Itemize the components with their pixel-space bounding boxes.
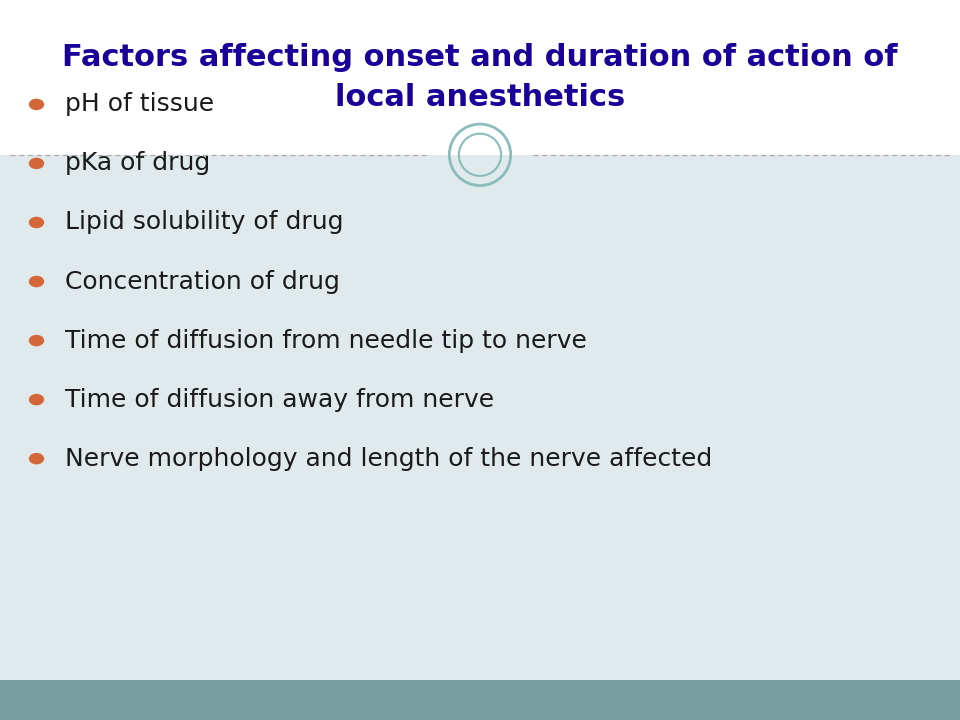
Bar bbox=[0, 155, 960, 680]
Bar bbox=[0, 0, 960, 155]
Text: Time of diffusion from needle tip to nerve: Time of diffusion from needle tip to ner… bbox=[65, 328, 588, 353]
Circle shape bbox=[29, 217, 44, 228]
Text: pH of tissue: pH of tissue bbox=[65, 92, 214, 117]
Text: Factors affecting onset and duration of action of
local anesthetics: Factors affecting onset and duration of … bbox=[62, 43, 898, 112]
Circle shape bbox=[29, 394, 44, 405]
Text: pKa of drug: pKa of drug bbox=[65, 151, 210, 176]
Text: Concentration of drug: Concentration of drug bbox=[65, 269, 340, 294]
Text: Nerve morphology and length of the nerve affected: Nerve morphology and length of the nerve… bbox=[65, 446, 712, 471]
Circle shape bbox=[29, 158, 44, 169]
Circle shape bbox=[29, 99, 44, 110]
Circle shape bbox=[29, 453, 44, 464]
Text: Lipid solubility of drug: Lipid solubility of drug bbox=[65, 210, 344, 235]
Circle shape bbox=[29, 335, 44, 346]
Bar bbox=[0, 680, 960, 720]
Text: Time of diffusion away from nerve: Time of diffusion away from nerve bbox=[65, 387, 494, 412]
Circle shape bbox=[29, 276, 44, 287]
